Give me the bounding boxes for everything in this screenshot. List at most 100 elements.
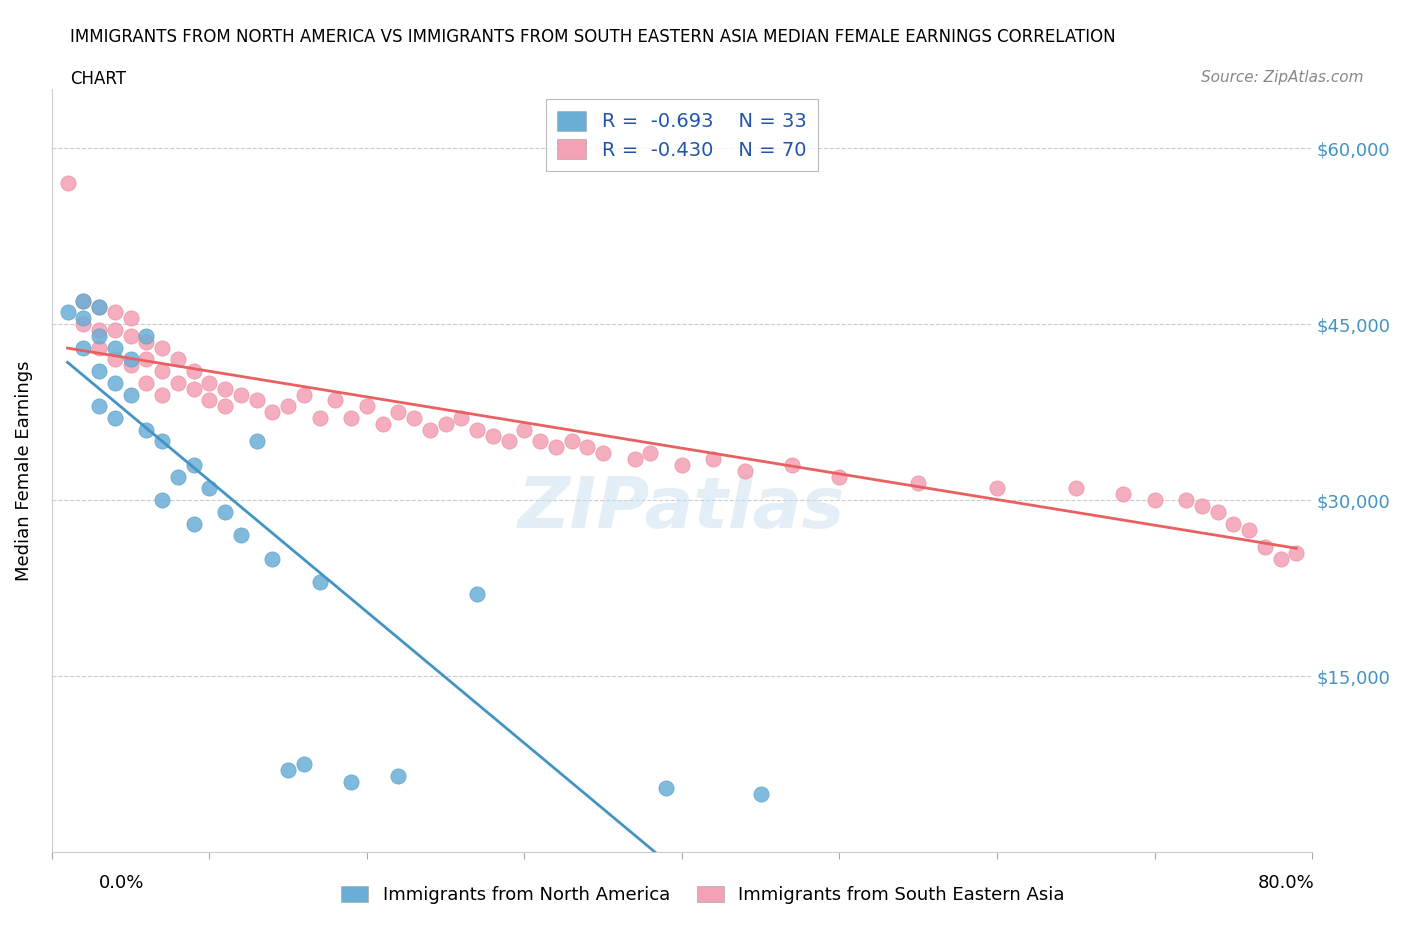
Point: [1112, 487, 1135, 502]
Point: [498, 434, 520, 449]
Point: [104, 323, 127, 338]
Point: [135, 376, 157, 391]
Point: [387, 405, 409, 419]
Point: [561, 434, 583, 449]
Point: [104, 410, 127, 425]
Point: [198, 393, 221, 408]
Point: [671, 458, 693, 472]
Point: [1270, 551, 1292, 566]
Point: [1143, 493, 1166, 508]
Point: [87, 340, 110, 355]
Point: [450, 410, 472, 425]
Point: [1254, 539, 1277, 554]
Point: [702, 452, 724, 467]
Point: [214, 399, 236, 414]
Point: [356, 399, 378, 414]
Point: [655, 780, 678, 795]
Point: [308, 410, 330, 425]
Point: [198, 481, 221, 496]
Point: [120, 387, 142, 402]
Point: [640, 445, 662, 460]
Point: [1175, 493, 1198, 508]
Point: [734, 463, 756, 478]
Point: [87, 399, 110, 414]
Point: [56, 176, 79, 191]
Point: [576, 440, 599, 455]
Point: [56, 305, 79, 320]
Point: [120, 328, 142, 343]
Point: [340, 775, 363, 790]
Point: [72, 317, 94, 332]
Text: Source: ZipAtlas.com: Source: ZipAtlas.com: [1201, 70, 1364, 85]
Point: [183, 516, 205, 531]
Point: [87, 299, 110, 314]
Point: [277, 399, 299, 414]
Point: [340, 410, 363, 425]
Point: [513, 422, 536, 437]
Point: [135, 422, 157, 437]
Point: [87, 364, 110, 379]
Point: [229, 387, 252, 402]
Point: [183, 381, 205, 396]
Point: [104, 376, 127, 391]
Text: 0.0%: 0.0%: [98, 874, 143, 892]
Point: [749, 786, 772, 801]
Point: [419, 422, 441, 437]
Point: [150, 434, 173, 449]
Point: [150, 364, 173, 379]
Text: IMMIGRANTS FROM NORTH AMERICA VS IMMIGRANTS FROM SOUTH EASTERN ASIA MEDIAN FEMAL: IMMIGRANTS FROM NORTH AMERICA VS IMMIGRA…: [70, 28, 1116, 46]
Point: [135, 352, 157, 366]
Point: [262, 551, 284, 566]
Point: [104, 305, 127, 320]
Point: [87, 323, 110, 338]
Point: [325, 393, 347, 408]
Point: [72, 293, 94, 308]
Point: [292, 757, 315, 772]
Point: [150, 340, 173, 355]
Point: [150, 493, 173, 508]
Point: [166, 470, 188, 485]
Point: [292, 387, 315, 402]
Point: [87, 328, 110, 343]
Point: [87, 299, 110, 314]
Point: [166, 352, 188, 366]
Point: [1191, 498, 1213, 513]
Point: [72, 311, 94, 325]
Point: [1222, 516, 1244, 531]
Point: [404, 410, 426, 425]
Point: [104, 352, 127, 366]
Point: [120, 311, 142, 325]
Legend: R =  -0.693    N = 33, R =  -0.430    N = 70: R = -0.693 N = 33, R = -0.430 N = 70: [546, 100, 818, 171]
Point: [465, 422, 488, 437]
Point: [104, 340, 127, 355]
Point: [623, 452, 645, 467]
Point: [214, 504, 236, 519]
Point: [120, 352, 142, 366]
Y-axis label: Median Female Earnings: Median Female Earnings: [15, 361, 32, 581]
Point: [1064, 481, 1087, 496]
Point: [214, 381, 236, 396]
Point: [986, 481, 1008, 496]
Point: [72, 293, 94, 308]
Point: [1285, 546, 1308, 561]
Point: [907, 475, 929, 490]
Point: [1206, 504, 1229, 519]
Point: [544, 440, 567, 455]
Point: [135, 334, 157, 349]
Point: [780, 458, 803, 472]
Point: [1237, 522, 1260, 537]
Point: [828, 470, 851, 485]
Point: [150, 387, 173, 402]
Point: [529, 434, 551, 449]
Point: [277, 763, 299, 777]
Point: [387, 768, 409, 783]
Point: [482, 428, 505, 443]
Point: [245, 393, 267, 408]
Point: [262, 405, 284, 419]
Point: [120, 358, 142, 373]
Legend: Immigrants from North America, Immigrants from South Eastern Asia: Immigrants from North America, Immigrant…: [333, 879, 1073, 911]
Point: [166, 376, 188, 391]
Point: [72, 340, 94, 355]
Point: [198, 376, 221, 391]
Point: [245, 434, 267, 449]
